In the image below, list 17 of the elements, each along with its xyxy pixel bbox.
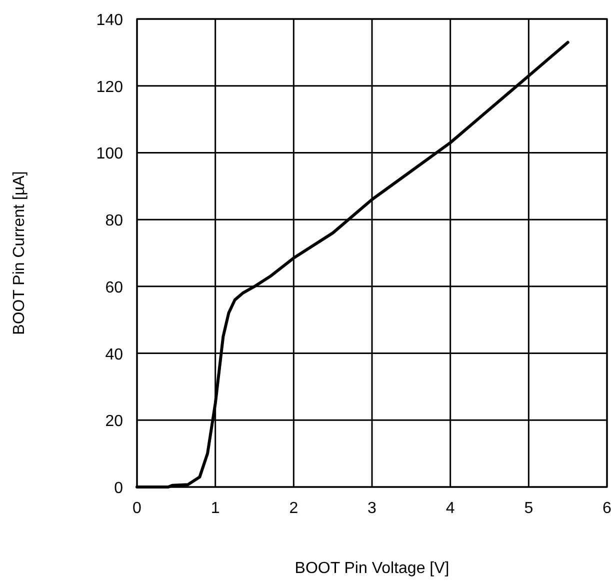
x-tick-label: 0 (132, 500, 142, 517)
y-tick-label: 140 (96, 12, 124, 29)
y-tick-label: 100 (96, 146, 124, 163)
y-tick-label: 20 (105, 413, 124, 430)
y-tick-label: 80 (105, 212, 124, 230)
y-tick-label: 120 (96, 78, 124, 96)
x-axis-title: BOOT Pin Voltage [V] (294, 560, 450, 577)
x-tick-label: 1 (210, 500, 220, 517)
x-tick-label: 5 (524, 500, 534, 517)
y-tick-label: 40 (105, 346, 124, 364)
y-tick-label: 0 (114, 480, 124, 497)
y-axis-title: BOOT Pin Current [µA] (11, 171, 28, 335)
y-tick-label: 60 (105, 279, 124, 296)
x-tick-label: 2 (289, 500, 298, 517)
x-tick-label: 3 (368, 500, 377, 517)
x-tick-label: 4 (446, 500, 455, 517)
x-tick-label: 6 (602, 500, 611, 517)
